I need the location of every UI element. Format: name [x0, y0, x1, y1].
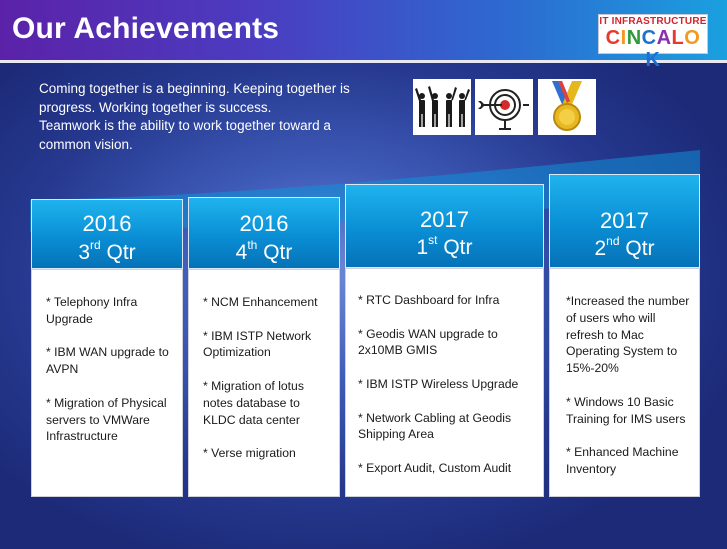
quote-line: Coming together is a beginning. Keeping …: [39, 81, 350, 96]
quarter-header: 2017 2nd Qtr: [549, 174, 700, 268]
teamwork-people-icon: [413, 79, 471, 135]
quarter-number: 2: [594, 237, 607, 260]
quarter-label: 2nd Qtr: [550, 234, 699, 261]
quarter-items: *Increased the number of users who will …: [549, 268, 700, 497]
achievement-item: * Network Cabling at Geodis Shipping Are…: [358, 410, 512, 442]
quarter-items: * RTC Dashboard for Infra * Geodis WAN u…: [345, 268, 544, 497]
quarter-header: 2016 3rd Qtr: [31, 199, 183, 269]
gold-medal-icon: [538, 79, 596, 135]
quote-line: Teamwork is the ability to work together…: [39, 118, 331, 133]
quarter-label: 3rd Qtr: [32, 238, 182, 265]
logo-letter: C: [641, 27, 657, 49]
quarter-year: 2016: [239, 211, 289, 236]
achievement-item: * Migration of Physical servers to VMWar…: [46, 395, 167, 444]
quarter-column-2016-q4: 2016 4th Qtr * NCM Enhancement * IBM IST…: [188, 197, 340, 497]
quarter-column-2016-q3: 2016 3rd Qtr * Telephony Infra Upgrade *…: [31, 199, 183, 497]
logo-letter: A: [656, 27, 672, 49]
logo-letter: N: [626, 27, 642, 49]
logo-main-text: CINCALOK: [599, 27, 707, 71]
quarter-number: 4: [235, 241, 248, 264]
logo-top-text: IT INFRASTRUCTURE: [599, 16, 707, 27]
achievement-item: * Enhanced Machine Inventory: [566, 445, 679, 476]
achievement-item: *Increased the number of users who will …: [566, 294, 690, 376]
quarter-suffix: th: [247, 238, 258, 252]
quarter-items: * Telephony Infra Upgrade * IBM WAN upgr…: [31, 269, 183, 497]
quote-line: progress. Working together is success.: [39, 99, 272, 115]
quarter-year: 2017: [600, 208, 649, 233]
logo-letter: I: [620, 27, 627, 49]
logo-letter: K: [645, 49, 661, 71]
logo-letter: C: [605, 27, 621, 49]
achievement-item: * IBM ISTP Network Optimization: [203, 328, 312, 360]
quarter-number: 3: [78, 241, 90, 264]
achievement-item: * Export Audit, Custom Audit: [358, 460, 512, 475]
quarter-label: 1st Qtr: [346, 233, 543, 260]
quarter-header: 2016 4th Qtr: [188, 197, 340, 269]
quarter-year: 2016: [82, 211, 132, 236]
achievement-item: * Verse migration: [203, 446, 296, 461]
achievement-item: * Windows 10 Basic Training for IMS user…: [566, 394, 686, 426]
logo-letter: O: [684, 27, 701, 49]
quarter-word: Qtr: [625, 237, 655, 260]
title-bar-divider: [0, 60, 727, 63]
quarter-items: * NCM Enhancement * IBM ISTP Network Opt…: [188, 269, 340, 497]
achievement-item: * Geodis WAN upgrade to 2x10MB GMIS: [358, 326, 498, 358]
quarter-suffix: rd: [90, 238, 101, 252]
slide-title: Our Achievements: [12, 12, 280, 45]
quote-line: common vision.: [39, 136, 133, 152]
quarter-column-2017-q1: 2017 1st Qtr * RTC Dashboard for Infra *…: [345, 184, 544, 497]
target-arrow-icon: [475, 79, 533, 135]
achievement-item: * IBM ISTP Wireless Upgrade: [358, 376, 519, 391]
quarter-suffix: st: [428, 233, 438, 247]
teamwork-quote: Coming together is a beginning. Keeping …: [39, 80, 399, 154]
quarter-header: 2017 1st Qtr: [345, 184, 544, 268]
company-logo: IT INFRASTRUCTURE CINCALOK: [598, 14, 708, 71]
quarter-word: Qtr: [106, 241, 136, 264]
achievement-item: * Telephony Infra Upgrade: [46, 295, 138, 326]
quarter-column-2017-q2: 2017 2nd Qtr *Increased the number of us…: [549, 174, 700, 497]
achievement-item: * IBM WAN upgrade to AVPN: [46, 345, 169, 377]
quarter-year: 2017: [420, 207, 469, 232]
achievement-item: * RTC Dashboard for Infra: [358, 293, 500, 307]
logo-letter: L: [671, 27, 685, 49]
quarter-suffix: nd: [606, 234, 620, 248]
quarter-number: 1: [416, 236, 429, 259]
achievement-item: * NCM Enhancement: [203, 295, 318, 309]
quarter-label: 4th Qtr: [189, 238, 339, 265]
quarter-word: Qtr: [263, 241, 293, 264]
quarter-word: Qtr: [443, 236, 473, 259]
achievement-item: * Migration of lotus notes database to K…: [203, 378, 304, 427]
